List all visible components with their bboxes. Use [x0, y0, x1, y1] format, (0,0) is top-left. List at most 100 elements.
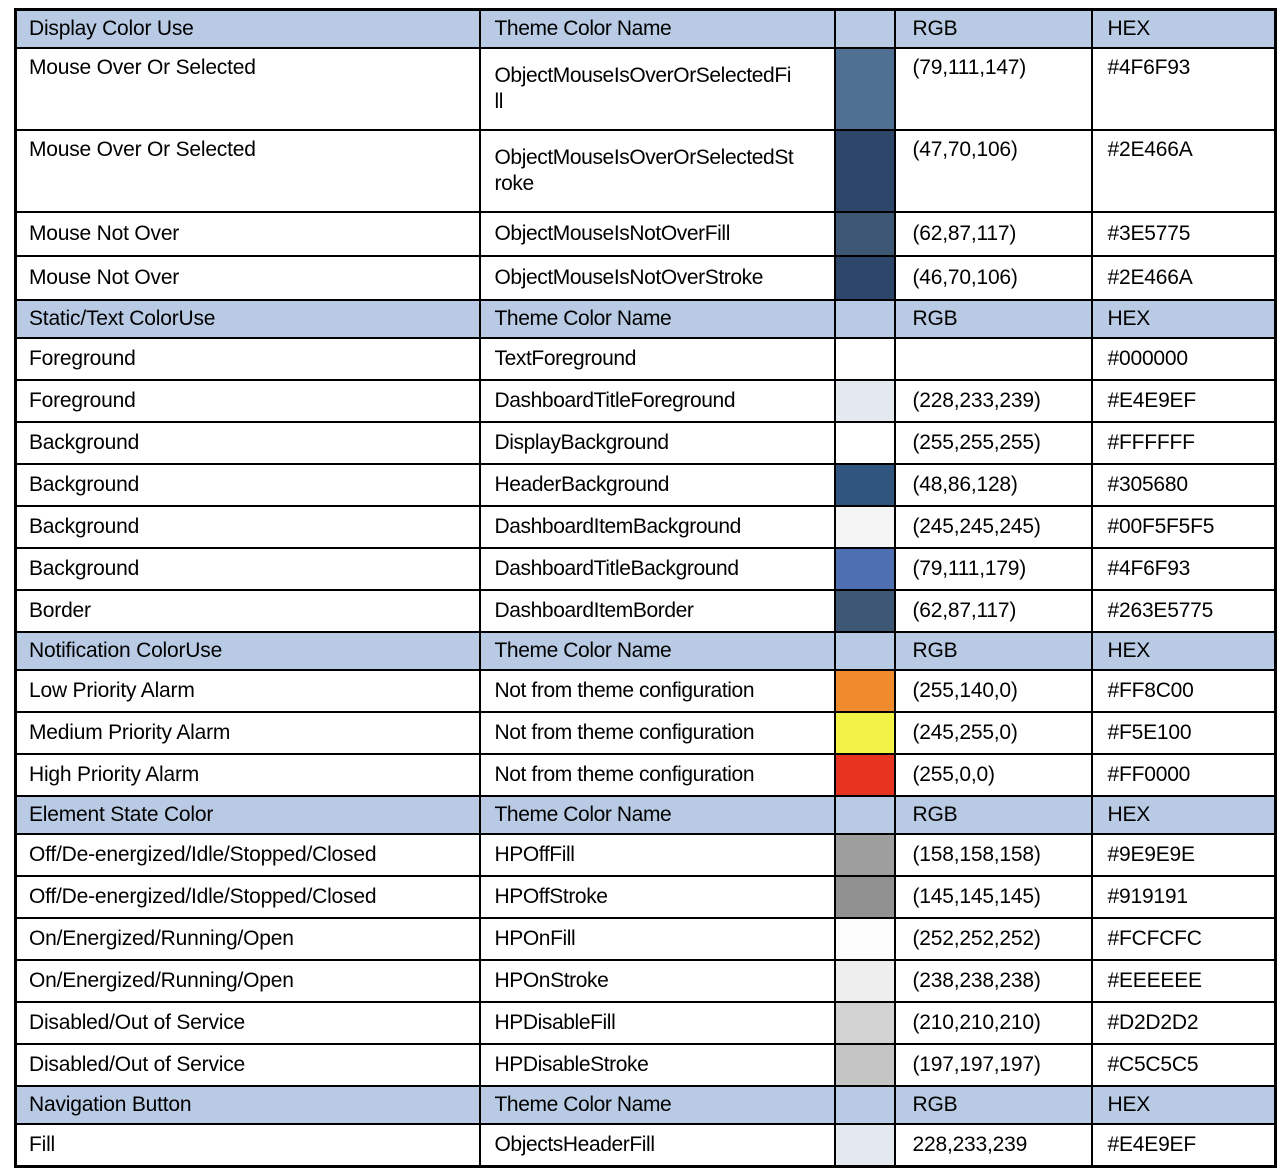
column-header-hex-cell: HEX	[1090, 631, 1277, 671]
section-header-row: Display Color Use Theme Color Name RGB HEX	[14, 8, 1277, 49]
use-cell: Background	[14, 421, 481, 465]
color-swatch	[833, 211, 896, 257]
theme-name-cell: HeaderBackground	[478, 463, 836, 507]
color-swatch	[833, 47, 896, 131]
color-swatch	[833, 547, 896, 591]
column-header-name-cell: Theme Color Name	[478, 1085, 836, 1125]
color-row: Background HeaderBackground (48,86,128) #30…	[14, 463, 1277, 507]
use-cell: Disabled/Out of Service	[14, 1001, 481, 1045]
theme-name-cell: DashboardItemBackground	[478, 505, 836, 549]
column-header-name-cell: Theme Color Name	[478, 795, 836, 835]
theme-name-cell: HPDisableStroke	[478, 1043, 836, 1087]
color-swatch	[833, 129, 896, 213]
theme-name-cell: ObjectMouseIsOverOrSelectedFill	[478, 47, 836, 131]
hex-cell: #4F6F93	[1090, 547, 1277, 591]
color-swatch	[833, 833, 896, 877]
rgb-cell: (62,87,117)	[893, 211, 1093, 257]
color-row: Mouse Not Over ObjectMouseIsNotOverFill (6…	[14, 211, 1277, 257]
column-header-swatch-cell	[833, 795, 896, 835]
section-header-row: Element State Color Theme Color Name RGB HE…	[14, 795, 1277, 835]
theme-color-table: Display Color Use Theme Color Name RGB HEX M…	[14, 8, 1277, 1168]
rgb-cell: (238,238,238)	[893, 959, 1093, 1003]
hex-cell: #FFFFFF	[1090, 421, 1277, 465]
rgb-cell: (46,70,106)	[893, 255, 1093, 301]
hex-cell: #C5C5C5	[1090, 1043, 1277, 1087]
theme-name-cell: Not from theme configuration	[478, 711, 836, 755]
column-header-hex-cell: HEX	[1090, 8, 1277, 49]
section-header-row: Static/Text ColorUse Theme Color Name RGB H…	[14, 299, 1277, 339]
color-row: On/Energized/Running/Open HPOnStroke (238,…	[14, 959, 1277, 1003]
use-cell: Border	[14, 589, 481, 633]
rgb-cell: (228,233,239)	[893, 379, 1093, 423]
column-header-rgb-cell: RGB	[893, 1085, 1093, 1125]
column-header-hex-cell: HEX	[1090, 1085, 1277, 1125]
color-row: Off/De-energized/Idle/Stopped/Closed HPOf…	[14, 833, 1277, 877]
use-cell: High Priority Alarm	[14, 753, 481, 797]
theme-name-cell: ObjectMouseIsOverOrSelectedStroke	[478, 129, 836, 213]
hex-cell: #FF8C00	[1090, 669, 1277, 713]
column-header-hex-cell: HEX	[1090, 795, 1277, 835]
color-row: Mouse Over Or Selected ObjectMouseIsOverO…	[14, 129, 1277, 213]
hex-cell: #263E5775	[1090, 589, 1277, 633]
column-header-name-cell: Theme Color Name	[478, 631, 836, 671]
rgb-cell: (197,197,197)	[893, 1043, 1093, 1087]
section-title-cell: Element State Color	[14, 795, 481, 835]
color-swatch	[833, 711, 896, 755]
color-row: Border DashboardItemBorder (62,87,117) #263…	[14, 589, 1277, 633]
color-row: Disabled/Out of Service HPDisableStroke (1…	[14, 1043, 1277, 1087]
theme-name-cell: ObjectMouseIsNotOverStroke	[478, 255, 836, 301]
color-row: Disabled/Out of Service HPDisableFill (210…	[14, 1001, 1277, 1045]
hex-cell: #EEEEEE	[1090, 959, 1277, 1003]
color-row: Mouse Over Or Selected ObjectMouseIsOverO…	[14, 47, 1277, 131]
hex-cell: #E4E9EF	[1090, 1123, 1277, 1168]
column-header-swatch-cell	[833, 299, 896, 339]
hex-cell: #D2D2D2	[1090, 1001, 1277, 1045]
rgb-cell: (145,145,145)	[893, 875, 1093, 919]
theme-name-cell: DashboardTitleForeground	[478, 379, 836, 423]
hex-cell: #3E5775	[1090, 211, 1277, 257]
hex-cell: #FF0000	[1090, 753, 1277, 797]
color-row: Background DashboardTitleBackground (79,11…	[14, 547, 1277, 591]
use-cell: Off/De-energized/Idle/Stopped/Closed	[14, 833, 481, 877]
hex-cell: #4F6F93	[1090, 47, 1277, 131]
rgb-cell: (255,255,255)	[893, 421, 1093, 465]
column-header-name-cell: Theme Color Name	[478, 299, 836, 339]
hex-cell: #2E466A	[1090, 129, 1277, 213]
hex-cell: #9E9E9E	[1090, 833, 1277, 877]
color-swatch	[833, 669, 896, 713]
use-cell: Mouse Over Or Selected	[14, 129, 481, 213]
color-row: Medium Priority Alarm Not from theme conf…	[14, 711, 1277, 755]
rgb-cell: (48,86,128)	[893, 463, 1093, 507]
theme-name-cell: DashboardItemBorder	[478, 589, 836, 633]
section-title-cell: Static/Text ColorUse	[14, 299, 481, 339]
section-title-cell: Notification ColorUse	[14, 631, 481, 671]
color-swatch	[833, 875, 896, 919]
use-cell: Fill	[14, 1123, 481, 1168]
theme-name-cell: DisplayBackground	[478, 421, 836, 465]
rgb-cell: (255,140,0)	[893, 669, 1093, 713]
hex-cell: #919191	[1090, 875, 1277, 919]
theme-name-cell: DashboardTitleBackground	[478, 547, 836, 591]
section-header-row: Navigation Button Theme Color Name RGB HEX	[14, 1085, 1277, 1125]
color-swatch	[833, 421, 896, 465]
rgb-cell: (245,245,245)	[893, 505, 1093, 549]
column-header-hex-cell: HEX	[1090, 299, 1277, 339]
color-swatch	[833, 753, 896, 797]
color-row: Foreground TextForeground #000000	[14, 337, 1277, 381]
rgb-cell	[893, 337, 1093, 381]
use-cell: Mouse Over Or Selected	[14, 47, 481, 131]
hex-cell: #00F5F5F5	[1090, 505, 1277, 549]
color-swatch	[833, 959, 896, 1003]
rgb-cell: 228,233,239	[893, 1123, 1093, 1168]
use-cell: Disabled/Out of Service	[14, 1043, 481, 1087]
theme-name-cell: ObjectMouseIsNotOverFill	[478, 211, 836, 257]
theme-name-cell: Not from theme configuration	[478, 669, 836, 713]
theme-name-cell: HPOffStroke	[478, 875, 836, 919]
column-header-swatch-cell	[833, 8, 896, 49]
color-row: Background DisplayBackground (255,255,255)…	[14, 421, 1277, 465]
color-swatch	[833, 1001, 896, 1045]
column-header-swatch-cell	[833, 631, 896, 671]
theme-name-cell: TextForeground	[478, 337, 836, 381]
use-cell: Off/De-energized/Idle/Stopped/Closed	[14, 875, 481, 919]
color-row: Off/De-energized/Idle/Stopped/Closed HPOf…	[14, 875, 1277, 919]
